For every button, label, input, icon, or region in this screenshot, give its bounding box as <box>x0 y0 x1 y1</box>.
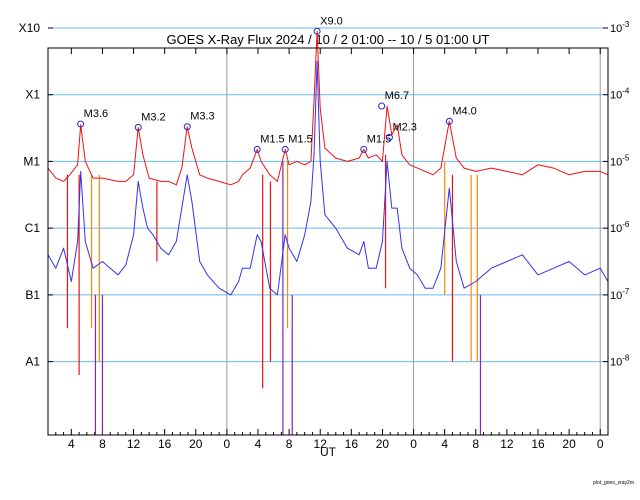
y-tick-label-left: A1 <box>25 355 40 369</box>
x-tick-label: 4 <box>255 437 262 451</box>
x-tick-label: 20 <box>376 437 390 451</box>
flare-label: M2.3 <box>392 121 416 133</box>
flare-label: X9.0 <box>320 15 343 27</box>
flare-label: M3.3 <box>190 111 214 123</box>
plot-credit: plot_goes_xray2m <box>593 480 634 486</box>
flare-marker <box>378 102 386 110</box>
x-tick-label: 20 <box>189 437 203 451</box>
y-tick-label-right: 10-8 <box>610 354 630 369</box>
x-tick-label: 4 <box>441 437 448 451</box>
series-line-long <box>47 30 609 186</box>
x-tick-label: 0 <box>597 437 604 451</box>
y-tick-label-right: 10-5 <box>610 153 630 168</box>
x-tick-label: 12 <box>314 437 328 451</box>
flare-label: M4.0 <box>452 105 476 117</box>
series-line-short <box>47 60 609 296</box>
y-tick-label-right: 10-4 <box>610 87 630 102</box>
x-tick-label: 8 <box>286 437 293 451</box>
flare-label: M1.5 <box>288 133 312 145</box>
y-tick-label-left: C1 <box>25 221 41 235</box>
x-tick-label: 0 <box>410 437 417 451</box>
flare-marker <box>183 123 191 131</box>
y-tick-label-right: 10-6 <box>610 220 630 235</box>
x-tick-label: 20 <box>562 437 576 451</box>
flare-marker <box>253 145 261 153</box>
flare-label: M6.7 <box>385 90 409 102</box>
flare-marker <box>281 145 289 153</box>
y-tick-label-left: M1 <box>23 154 40 168</box>
x-tick-label: 12 <box>127 437 141 451</box>
flare-marker <box>445 117 453 125</box>
x-tick-label: 0 <box>224 437 231 451</box>
flare-marker <box>313 27 321 35</box>
flare-label: M1.5 <box>367 133 391 145</box>
x-axis-label: UT <box>320 445 337 459</box>
y-tick-label-left: X10 <box>19 21 41 35</box>
flare-label: M3.2 <box>141 111 165 123</box>
flare-marker <box>134 123 142 131</box>
x-tick-label: 16 <box>158 437 172 451</box>
plot-frame <box>47 47 609 436</box>
flare-marker <box>385 133 393 141</box>
x-tick-label: 16 <box>531 437 545 451</box>
y-tick-label-left: X1 <box>25 88 40 102</box>
y-tick-label-right: 10-7 <box>610 287 630 302</box>
y-tick-label-right: 10-3 <box>610 20 630 35</box>
chart-title: GOES X-Ray Flux 2024 / 10 / 2 01:00 -- 1… <box>167 32 490 47</box>
x-tick-label: 8 <box>472 437 479 451</box>
y-tick-label-left: B1 <box>25 288 40 302</box>
x-tick-label: 8 <box>99 437 106 451</box>
plot-area: X10 X1 M1 C1 B1 A1 10-3 10-4 10-5 10-6 10-7 10-8 4 8 1… <box>19 15 630 451</box>
x-tick-label: 4 <box>68 437 75 451</box>
flare-marker <box>360 145 368 153</box>
flare-marker <box>77 120 85 128</box>
flare-label: M1.5 <box>260 133 284 145</box>
x-tick-label: 12 <box>500 437 514 451</box>
flare-label: M3.6 <box>84 108 108 120</box>
x-tick-label: 16 <box>345 437 359 451</box>
